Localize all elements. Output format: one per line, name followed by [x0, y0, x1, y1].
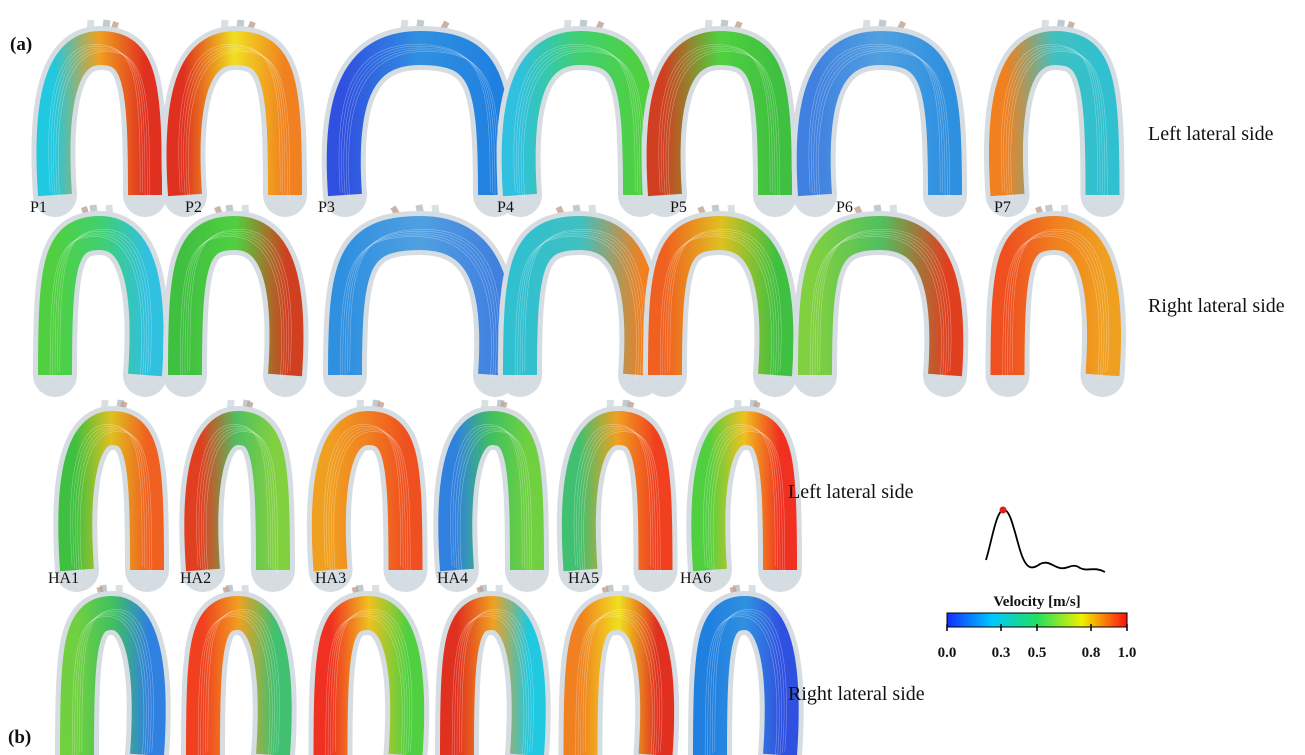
case-label: HA2 [180, 570, 211, 587]
aorta [71, 400, 152, 574]
case-label: HA1 [48, 570, 79, 587]
aorta [810, 205, 951, 379]
panel-label: (b) [8, 727, 31, 748]
case-label: HA3 [315, 570, 346, 587]
figure: Left lateral side Right lateral side P1 P2 P… [0, 0, 1305, 755]
case-label: P1 [30, 199, 47, 216]
aorta [180, 205, 291, 379]
case-label: HA4 [437, 570, 468, 587]
aorta [660, 205, 781, 379]
aorta [72, 585, 153, 755]
case-label: HA5 [568, 570, 599, 587]
colorbar-tick-label: 1.0 [1118, 645, 1137, 661]
aorta [324, 400, 410, 574]
aorta [179, 20, 290, 199]
aorta [197, 400, 278, 574]
aorta [49, 20, 150, 199]
aorta [198, 585, 279, 755]
colorbar-tick-label: 0.3 [992, 645, 1011, 661]
colorbar-tick-label: 0.0 [938, 645, 957, 661]
view-label: Left lateral side [1148, 123, 1274, 145]
aorta [339, 20, 500, 199]
panel-label: (a) [10, 34, 32, 55]
case-label: P3 [318, 199, 335, 216]
view-label: Left lateral side [788, 481, 914, 503]
case-label: HA6 [680, 570, 711, 587]
case-label: P2 [185, 199, 202, 216]
colorbar-tick-label: 0.8 [1082, 645, 1101, 661]
aorta [574, 400, 660, 574]
aorta [452, 585, 533, 755]
aorta [809, 20, 950, 199]
aorta [514, 20, 645, 199]
case-label: P7 [994, 199, 1011, 216]
aorta [326, 585, 412, 755]
aorta [576, 585, 662, 755]
aorta [1003, 205, 1109, 379]
aorta [340, 205, 501, 379]
view-label: Right lateral side [1148, 295, 1285, 317]
colorbar-title: Velocity [m/s] [993, 594, 1080, 610]
aorta [515, 205, 646, 379]
time-marker [1000, 507, 1007, 514]
case-label: P4 [497, 199, 514, 216]
aorta [659, 20, 780, 199]
aorta [1001, 20, 1107, 199]
aorta [50, 205, 151, 379]
colorbar-tick-label: 0.5 [1028, 645, 1047, 661]
aorta [451, 400, 532, 574]
case-label: P6 [836, 199, 853, 216]
aorta [704, 400, 785, 574]
page: Left lateral side Right lateral side P1 P2 P… [0, 0, 1305, 755]
aorta [705, 585, 786, 755]
waveform [986, 510, 1105, 572]
view-label: Right lateral side [788, 683, 925, 705]
case-label: P5 [670, 199, 687, 216]
